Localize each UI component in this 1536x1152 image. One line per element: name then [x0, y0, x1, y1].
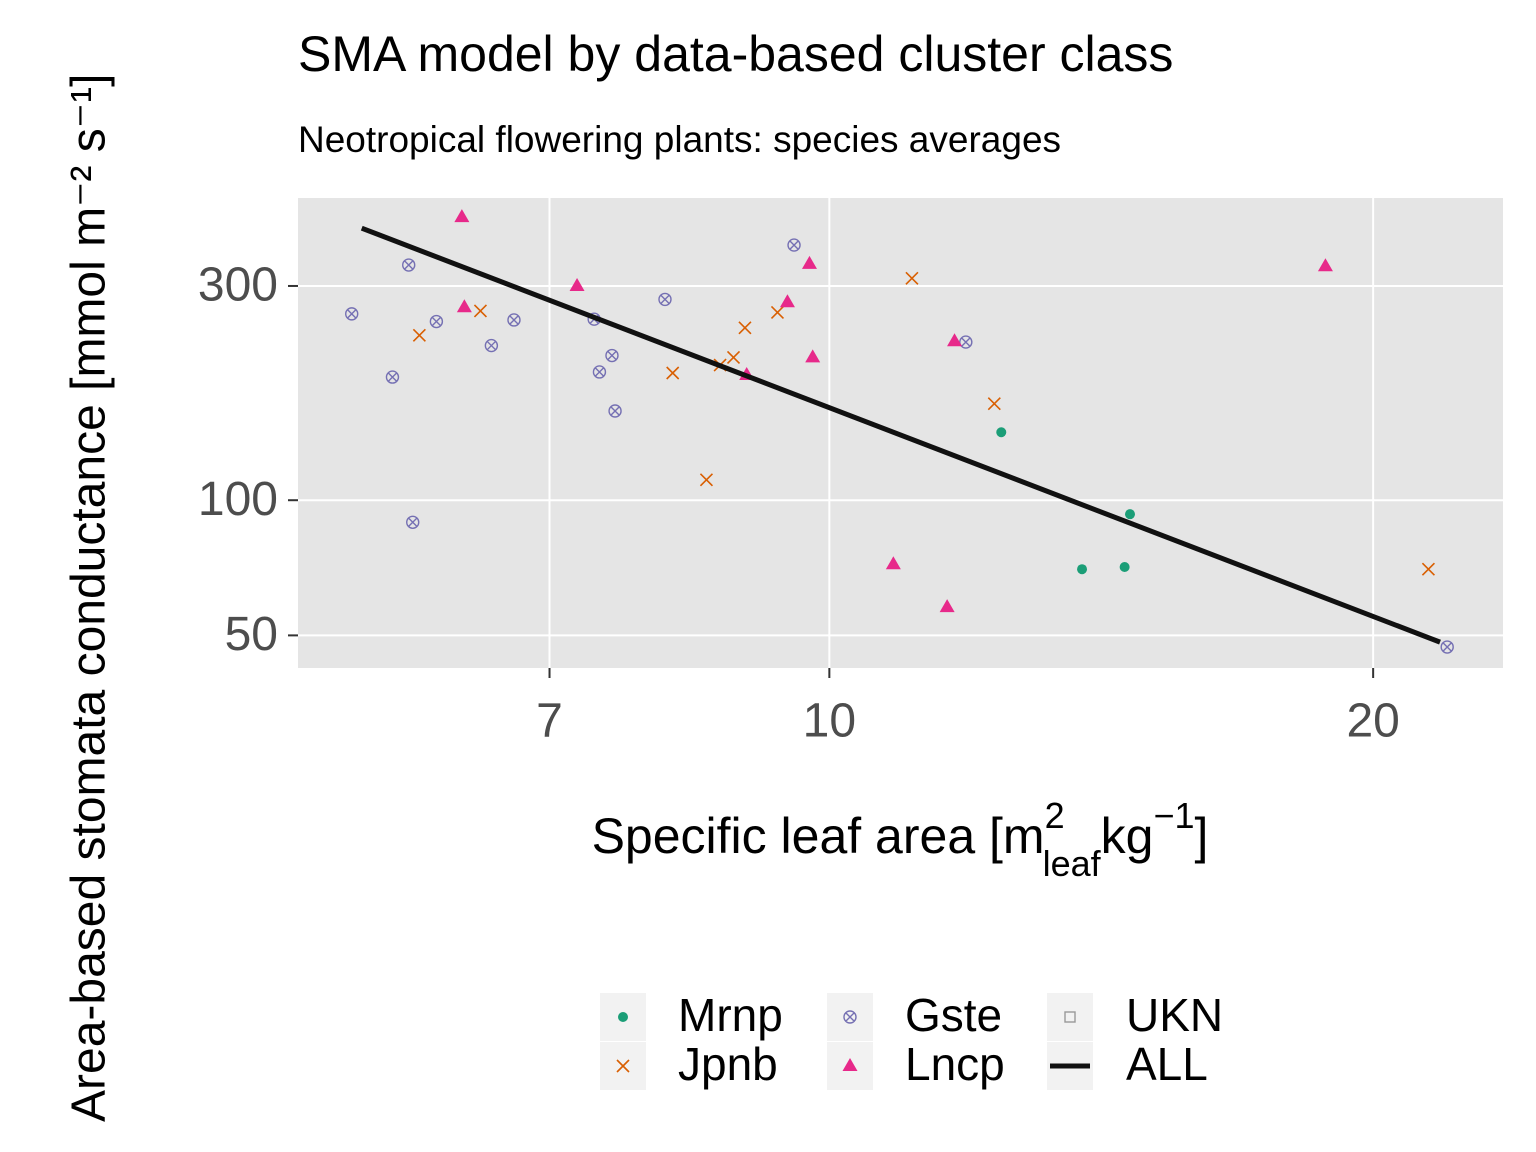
point	[1317, 258, 1333, 272]
point	[779, 294, 795, 308]
legend-label: UKN	[1126, 989, 1223, 1041]
point	[666, 366, 680, 380]
point	[658, 292, 672, 307]
point	[1421, 562, 1435, 576]
y-tick-label: 300	[198, 259, 278, 312]
x-tick-label: 7	[536, 695, 563, 748]
point	[507, 313, 521, 327]
y-tick-label: 100	[198, 473, 278, 526]
point	[738, 321, 752, 335]
point	[406, 515, 420, 529]
point	[1077, 564, 1088, 575]
point	[345, 307, 359, 321]
point	[608, 404, 622, 418]
x-axis-label-part: 2	[1045, 795, 1065, 836]
x-tick-label: 10	[803, 695, 856, 748]
x-axis-label-part: leaf	[1043, 843, 1102, 884]
x-axis-label-part: −1	[1153, 795, 1194, 836]
x-axis-label-part: ]	[1195, 808, 1209, 864]
point	[1119, 562, 1130, 573]
point	[947, 333, 963, 347]
x-axis-label-part: Specific leaf area [m	[592, 808, 1045, 864]
point	[592, 365, 607, 379]
fit-line	[360, 225, 1441, 645]
point	[726, 350, 741, 364]
point	[939, 599, 955, 613]
x-tick-label: 20	[1346, 695, 1399, 748]
point	[605, 348, 619, 363]
point	[1124, 509, 1135, 520]
legend-label: Mrnp	[678, 989, 783, 1041]
point	[699, 473, 714, 487]
point	[402, 258, 416, 272]
point	[484, 338, 499, 353]
point	[801, 255, 817, 269]
point	[412, 328, 426, 342]
point	[385, 370, 400, 384]
legend-label: Lncp	[905, 1038, 1005, 1090]
point	[987, 397, 1001, 411]
legend-symbol	[618, 1012, 628, 1022]
x-axis-label: Specific leaf area [m2 leafkg−1]	[592, 795, 1209, 884]
x-axis-label-part: kg	[1101, 808, 1154, 864]
point	[473, 304, 488, 318]
chart-title: SMA model by data-based cluster class	[298, 26, 1173, 82]
point	[905, 271, 919, 285]
legend-label: ALL	[1126, 1038, 1208, 1090]
legend-label: Gste	[905, 989, 1002, 1041]
legend-symbol	[616, 1059, 630, 1073]
y-tick-label: 50	[225, 608, 278, 661]
point	[770, 305, 785, 319]
point	[454, 209, 470, 223]
point	[959, 335, 973, 349]
legend-key	[1047, 993, 1093, 1041]
chart-subtitle: Neotropical flowering plants: species av…	[298, 119, 1061, 160]
point	[885, 556, 901, 570]
point	[787, 238, 801, 252]
legend-label: Jpnb	[678, 1038, 778, 1090]
point	[429, 314, 444, 329]
point	[456, 299, 472, 313]
y-axis-label: Area-based stomata conductance [mmol m⁻²…	[63, 74, 116, 1122]
point	[805, 349, 821, 363]
legend-symbol	[843, 1010, 857, 1024]
legend-symbol	[1064, 1011, 1076, 1023]
point	[996, 427, 1007, 438]
point	[1440, 640, 1454, 654]
point	[569, 277, 585, 291]
legend-symbol	[842, 1058, 858, 1071]
